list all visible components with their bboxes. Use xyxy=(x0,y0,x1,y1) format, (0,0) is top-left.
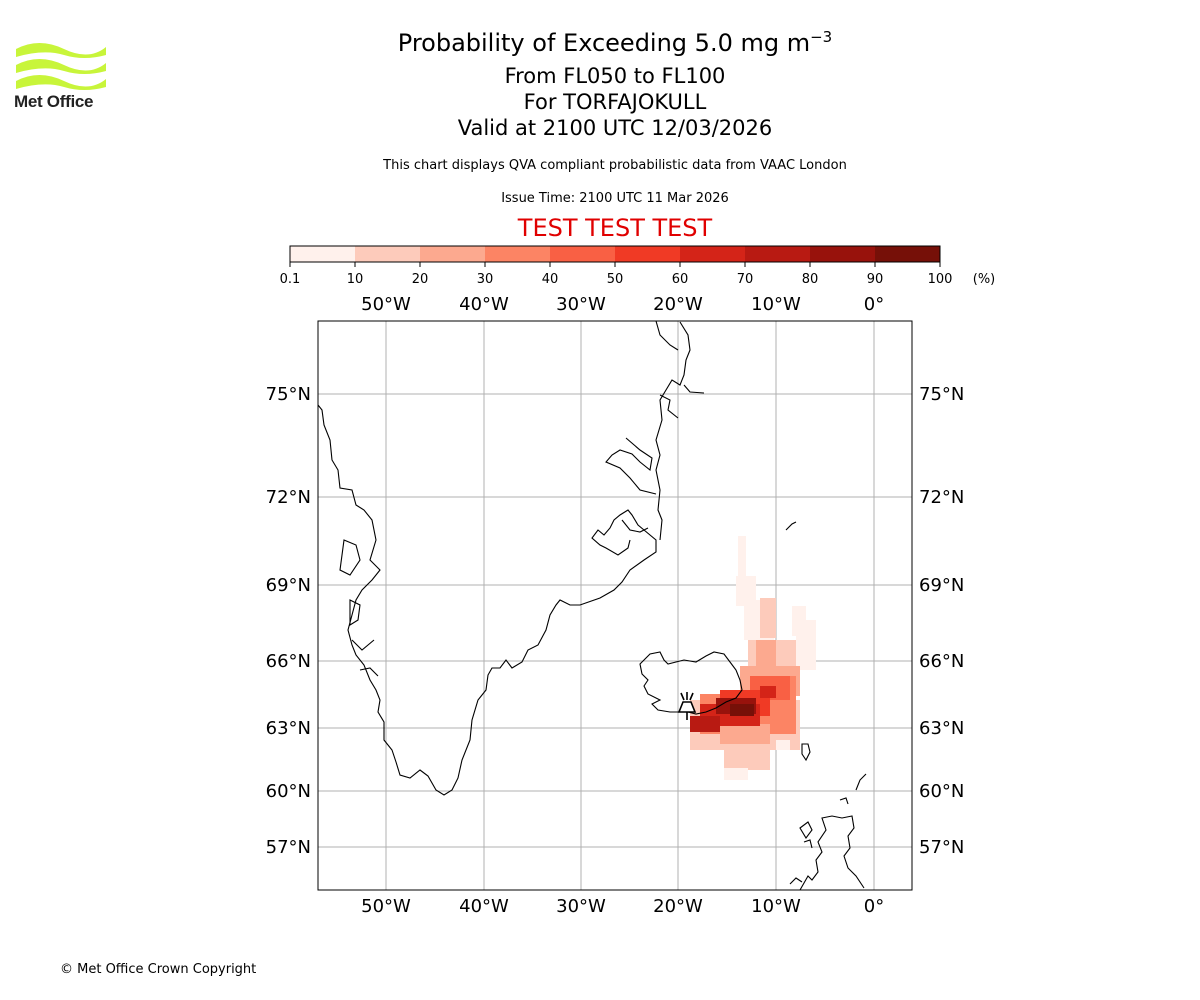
colorbar-tick-label: 50 xyxy=(607,272,624,287)
lat-label-right: 57°N xyxy=(919,837,964,858)
colorbar-segment xyxy=(875,246,940,262)
lat-label-left: 72°N xyxy=(266,487,311,508)
lat-label-left: 63°N xyxy=(266,718,311,739)
issue-time: Issue Time: 2100 UTC 11 Mar 2026 xyxy=(501,191,729,206)
colorbar-tick-label: 30 xyxy=(477,272,494,287)
lat-label-right: 75°N xyxy=(919,384,964,405)
greenland-coast xyxy=(318,404,657,796)
lat-label-right: 69°N xyxy=(919,575,964,596)
colorbar-segment xyxy=(550,246,615,262)
ash-cell xyxy=(776,740,790,750)
colorbar-segment xyxy=(680,246,745,262)
colorbar-tick-label: 90 xyxy=(867,272,884,287)
chart-title: Probability of Exceeding 5.0 mg m−3 xyxy=(397,28,833,57)
lat-label-left: 66°N xyxy=(266,651,311,672)
lat-label-right: 63°N xyxy=(919,718,964,739)
colorbar-tick-label: 20 xyxy=(412,272,429,287)
colorbar-segment xyxy=(485,246,550,262)
colorbar-tick-label: 60 xyxy=(672,272,689,287)
uk-coast xyxy=(799,815,865,890)
ash-cell xyxy=(730,704,754,716)
lon-label-top: 20°W xyxy=(653,294,703,315)
lon-label-bottom: 50°W xyxy=(361,896,411,917)
lat-label-left: 75°N xyxy=(266,384,311,405)
logo-text: Met Office xyxy=(14,92,94,111)
graticule xyxy=(318,321,912,890)
lon-label-bottom: 20°W xyxy=(653,896,703,917)
ash-cell xyxy=(760,598,776,638)
colorbar-tick-label: 70 xyxy=(737,272,754,287)
ash-cell xyxy=(724,768,748,780)
greenland-east-coast xyxy=(655,321,691,541)
lon-label-bottom: 0° xyxy=(864,896,884,917)
lon-label-bottom: 30°W xyxy=(556,896,606,917)
volcano-icon xyxy=(677,692,697,720)
valid-time: Valid at 2100 UTC 12/03/2026 xyxy=(457,116,773,140)
flight-levels: From FL050 to FL100 xyxy=(504,64,726,88)
lon-label-top: 10°W xyxy=(751,294,801,315)
colorbar-segment xyxy=(355,246,420,262)
lat-label-right: 60°N xyxy=(919,781,964,802)
met-office-logo xyxy=(16,43,106,90)
copyright: © Met Office Crown Copyright xyxy=(60,962,257,977)
ash-cell xyxy=(760,686,776,698)
data-note: This chart displays QVA compliant probab… xyxy=(383,158,847,173)
lat-label-right: 66°N xyxy=(919,651,964,672)
colorbar-tick-label: 40 xyxy=(542,272,559,287)
iceland-coast xyxy=(639,651,743,715)
colorbar-segment xyxy=(615,246,680,262)
colorbar: 0.1 10 20 30 40 50 60 70 80 90 100 (%) xyxy=(280,245,996,287)
coastlines xyxy=(318,321,867,890)
colorbar-segment xyxy=(810,246,875,262)
map-frame xyxy=(317,320,913,891)
colorbar-tick-label: 80 xyxy=(802,272,819,287)
ash-cell xyxy=(736,576,756,606)
test-banner: TEST TEST TEST xyxy=(517,214,713,242)
lon-label-bottom: 40°W xyxy=(459,896,509,917)
ash-cell xyxy=(738,536,746,576)
colorbar-segment xyxy=(745,246,810,262)
colorbar-unit: (%) xyxy=(973,272,996,287)
lat-label-left: 57°N xyxy=(266,837,311,858)
colorbar-segment xyxy=(290,246,355,262)
ash-cell xyxy=(796,620,816,670)
ash-cell xyxy=(690,716,720,732)
lat-label-right: 72°N xyxy=(919,487,964,508)
lat-label-left: 69°N xyxy=(266,575,311,596)
colorbar-tick-label: 10 xyxy=(347,272,364,287)
ash-cell xyxy=(720,724,770,744)
lon-label-top: 40°W xyxy=(459,294,509,315)
lat-label-left: 60°N xyxy=(266,781,311,802)
colorbar-tick-label: 100 xyxy=(928,272,953,287)
volcano-name: For TORFAJOKULL xyxy=(523,90,707,114)
lon-label-top: 0° xyxy=(864,294,884,315)
ash-cell xyxy=(724,740,770,770)
ash-cell xyxy=(756,640,776,670)
colorbar-segment xyxy=(420,246,485,262)
lon-label-top: 50°W xyxy=(361,294,411,315)
colorbar-tick-label: 0.1 xyxy=(280,272,301,287)
lon-label-bottom: 10°W xyxy=(751,896,801,917)
lon-label-top: 30°W xyxy=(556,294,606,315)
ash-probability-field xyxy=(690,536,816,780)
